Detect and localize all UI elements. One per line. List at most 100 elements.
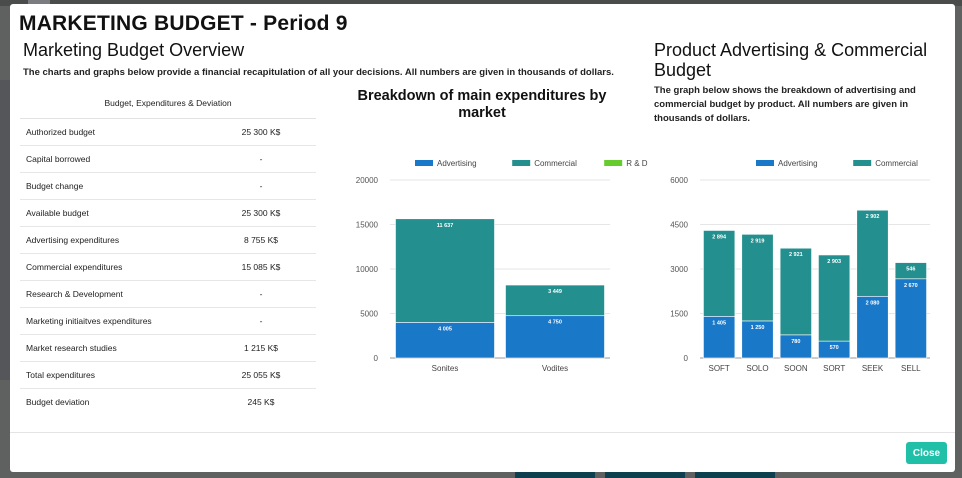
budget-row-value: 245 K$ bbox=[247, 397, 275, 407]
y-tick-label: 15000 bbox=[356, 221, 379, 230]
bar-segment bbox=[856, 209, 889, 297]
data-label: 2 903 bbox=[827, 259, 841, 265]
bar-segment bbox=[395, 218, 495, 323]
budget-row-value: 15 085 K$ bbox=[206, 253, 316, 281]
data-label: 2 670 bbox=[904, 283, 918, 289]
marketing-budget-modal: MARKETING BUDGET - Period 9 Marketing Bu… bbox=[10, 4, 955, 472]
legend-swatch bbox=[604, 160, 623, 166]
budget-table-header: Budget, Expenditures & Deviation bbox=[20, 88, 316, 119]
modal-title: MARKETING BUDGET - Period 9 bbox=[19, 12, 348, 35]
data-label: 780 bbox=[791, 339, 800, 345]
background-tile bbox=[695, 472, 775, 478]
budget-row-value: 25 300 K$ bbox=[206, 118, 316, 146]
y-tick-label: 4500 bbox=[670, 221, 688, 230]
budget-row: Budget change - bbox=[20, 172, 316, 200]
close-button[interactable]: Close bbox=[906, 442, 947, 464]
x-tick-label: SOON bbox=[784, 364, 808, 373]
data-label: 2 921 bbox=[789, 252, 803, 258]
data-label: 2 894 bbox=[712, 234, 727, 240]
bar-segment bbox=[703, 230, 736, 317]
budget-row-label: Commercial expenditures bbox=[20, 253, 206, 281]
data-label: 546 bbox=[906, 267, 915, 273]
legend-label: Commercial bbox=[875, 159, 918, 168]
overview-title: Marketing Budget Overview bbox=[23, 40, 245, 60]
background-header bbox=[0, 0, 962, 6]
background-logo bbox=[28, 0, 50, 4]
budget-row-label: Marketing initiaitves expenditures bbox=[20, 307, 206, 335]
background-sidebar bbox=[0, 80, 10, 380]
x-tick-label: SEEK bbox=[862, 364, 884, 373]
budget-row: Research & Development - bbox=[20, 280, 316, 308]
budget-row-value: - bbox=[206, 172, 316, 200]
bar-segment bbox=[741, 234, 774, 322]
legend-label: R & D bbox=[626, 159, 648, 168]
budget-table: Budget, Expenditures & Deviation Authori… bbox=[20, 88, 316, 415]
budget-row-value: - bbox=[206, 145, 316, 173]
bar-segment bbox=[779, 247, 812, 336]
legend-swatch bbox=[853, 160, 872, 166]
budget-row-label: Research & Development bbox=[20, 280, 206, 308]
bar-segment bbox=[505, 315, 605, 359]
budget-row: Market research studies 1 215 K$ bbox=[20, 334, 316, 362]
legend-label: Advertising bbox=[437, 159, 477, 168]
data-label: 4 005 bbox=[438, 326, 452, 332]
budget-row: Advertising expenditures 8 755 K$ bbox=[20, 226, 316, 254]
x-tick-label: Sonites bbox=[432, 364, 459, 373]
budget-row-value: - bbox=[206, 280, 316, 308]
budget-row: Budget deviation 245 K$ bbox=[20, 389, 316, 416]
data-label: 1 405 bbox=[712, 320, 726, 326]
data-label: 2 080 bbox=[866, 300, 880, 306]
background-tile bbox=[515, 472, 595, 478]
overview-description: The charts and graphs below provide a fi… bbox=[23, 67, 614, 78]
budget-table-body: Authorized budget 25 300 K$ Capital borrow… bbox=[20, 118, 316, 416]
y-tick-label: 10000 bbox=[356, 265, 379, 274]
budget-row: Available budget 25 300 K$ bbox=[20, 199, 316, 227]
data-label: 2 902 bbox=[866, 214, 880, 220]
data-label: 11 637 bbox=[437, 223, 454, 229]
budget-row: Authorized budget 25 300 K$ bbox=[20, 118, 316, 146]
budget-row-label: Total expenditures bbox=[20, 361, 206, 389]
budget-row-label: Capital borrowed bbox=[20, 145, 206, 173]
budget-row-label: Market research studies bbox=[20, 334, 206, 362]
budget-row: Marketing initiaitves expenditures - bbox=[20, 307, 316, 335]
legend-label: Advertising bbox=[778, 159, 818, 168]
x-tick-label: Vodites bbox=[542, 364, 568, 373]
footer-divider bbox=[10, 432, 955, 433]
y-tick-label: 3000 bbox=[670, 265, 688, 274]
legend-label: Commercial bbox=[534, 159, 577, 168]
budget-row-label: Budget deviation bbox=[26, 397, 90, 407]
product-budget-chart: Advertising Commercial 0 1500 3000 4500 6000 1 … bbox=[670, 159, 930, 373]
x-tick-label: SOLO bbox=[746, 364, 768, 373]
market-expenditures-chart: Advertising Commercial R & D 0 5000 10000 1500… bbox=[356, 159, 648, 373]
budget-row-label: Budget change bbox=[20, 172, 206, 200]
legend-swatch bbox=[756, 160, 774, 166]
y-tick-label: 0 bbox=[684, 354, 689, 363]
data-label: 1 250 bbox=[751, 325, 765, 331]
budget-row-label: Advertising expenditures bbox=[20, 226, 206, 254]
product-budget-description: The graph below shows the breakdown of a… bbox=[654, 85, 916, 124]
budget-row-label: Available budget bbox=[20, 199, 206, 227]
bar-segment bbox=[856, 295, 889, 359]
data-label: 3 449 bbox=[548, 289, 562, 295]
budget-row-label: Authorized budget bbox=[20, 118, 206, 146]
x-tick-label: SELL bbox=[901, 364, 921, 373]
bar-segment bbox=[894, 278, 927, 359]
x-tick-label: SORT bbox=[823, 364, 845, 373]
bar-segment bbox=[894, 262, 927, 280]
data-label: 4 750 bbox=[548, 320, 562, 326]
bar-segment bbox=[505, 284, 605, 317]
budget-row: Capital borrowed - bbox=[20, 145, 316, 173]
budget-row: Total expenditures 25 055 K$ bbox=[20, 361, 316, 389]
budget-row-value: 1 215 K$ bbox=[206, 334, 316, 362]
budget-row: Commercial expenditures 15 085 K$ bbox=[20, 253, 316, 281]
y-tick-label: 0 bbox=[374, 354, 379, 363]
market-chart-title: Breakdown of main expenditures by market bbox=[357, 88, 607, 121]
budget-row-value: - bbox=[206, 307, 316, 335]
y-tick-label: 20000 bbox=[356, 176, 379, 185]
bar-segment bbox=[741, 320, 774, 359]
budget-row-value: 8 755 K$ bbox=[206, 226, 316, 254]
legend-swatch bbox=[512, 160, 531, 166]
budget-row-value: 25 300 K$ bbox=[206, 199, 316, 227]
y-tick-label: 1500 bbox=[670, 310, 688, 319]
product-budget-title: Product Advertising & Commercial Budget bbox=[654, 40, 928, 80]
